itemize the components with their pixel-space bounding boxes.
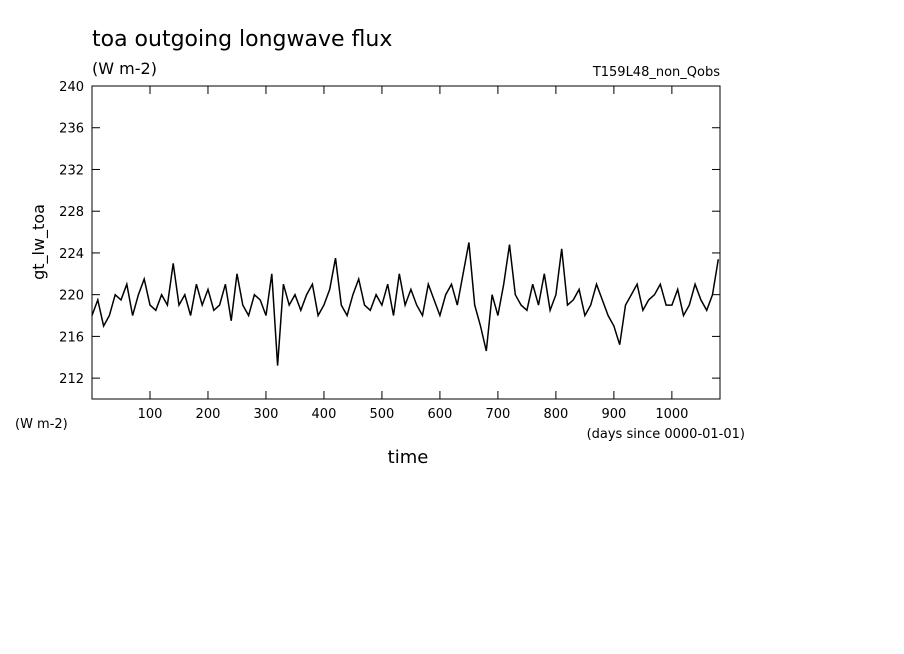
y-tick-label: 228 [59, 205, 84, 220]
y-unit: (W m-2) [15, 417, 68, 432]
y-tick-label: 240 [59, 80, 84, 95]
y-axis-label: gt_lw_toa [29, 204, 49, 280]
chart-title: toa outgoing longwave flux [92, 27, 392, 52]
y-tick-label: 216 [59, 330, 84, 345]
x-unit: (days since 0000-01-01) [587, 427, 745, 442]
y-tick-label: 224 [59, 247, 84, 262]
x-tick-label: 700 [485, 407, 510, 422]
x-tick-label: 1000 [655, 407, 688, 422]
x-tick-label: 100 [138, 407, 163, 422]
x-tick-label: 800 [543, 407, 568, 422]
y-tick-label: 212 [59, 372, 84, 387]
x-tick-label: 600 [428, 407, 453, 422]
x-tick-label: 300 [254, 407, 279, 422]
series-line [91, 242, 720, 366]
plot-frame [91, 85, 721, 400]
x-axis-label: time [388, 447, 429, 468]
chart-subtitle: (W m-2) [92, 59, 157, 78]
y-tick-label: 232 [59, 163, 84, 178]
x-tick-label: 200 [196, 407, 221, 422]
y-tick-label: 220 [59, 289, 84, 304]
x-tick-label: 900 [601, 407, 626, 422]
y-tick-label: 236 [59, 122, 84, 137]
x-tick-label: 400 [312, 407, 337, 422]
x-tick-label: 500 [370, 407, 395, 422]
experiment-label: T159L48_non_Qobs [592, 65, 720, 80]
